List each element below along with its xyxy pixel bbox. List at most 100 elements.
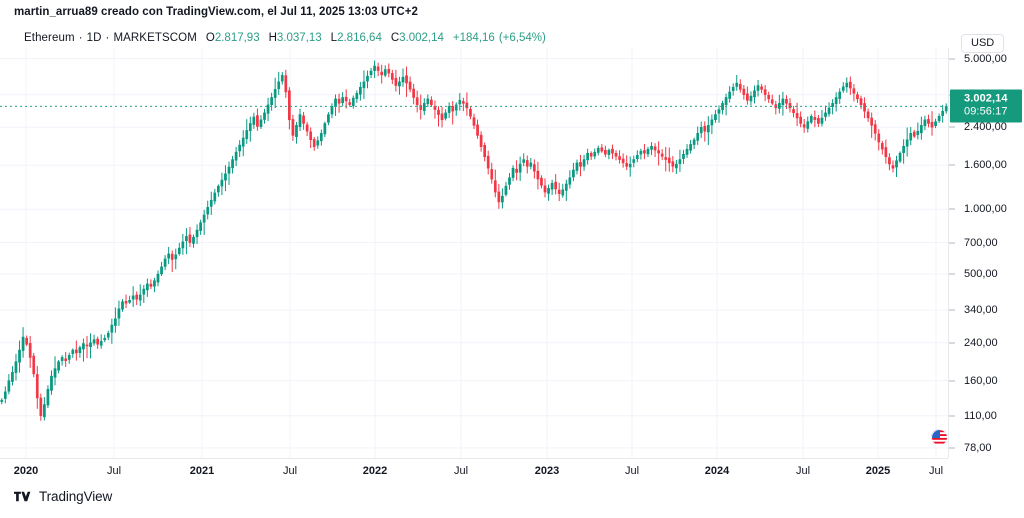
price-tick-dash — [949, 415, 955, 417]
candle-body — [763, 89, 767, 95]
candle-body — [32, 355, 36, 375]
candle-body — [426, 98, 430, 105]
candle-body — [536, 170, 540, 180]
candle-body — [493, 180, 497, 193]
candlestick-plot[interactable] — [0, 48, 948, 458]
legend-interval[interactable]: 1D — [86, 32, 102, 44]
candle-body — [256, 115, 259, 127]
candle-body — [263, 112, 266, 120]
price-tick-label: 160,00 — [964, 374, 998, 387]
candle-body — [135, 294, 139, 300]
change-absolute: +184,16 — [452, 32, 495, 44]
candle-body — [852, 88, 856, 94]
candle-body — [433, 106, 437, 110]
candle-body — [831, 103, 834, 107]
footer: TradingView — [14, 489, 112, 504]
candle-body — [103, 337, 107, 341]
candle-body — [579, 162, 582, 167]
candle-body — [142, 288, 146, 295]
legend-exchange[interactable]: MARKETSCOM — [113, 32, 197, 44]
candle-body — [390, 73, 394, 80]
candle-body — [110, 324, 114, 333]
candle-body — [525, 160, 529, 167]
time-axis[interactable]: 2020 Jul 2021 Jul 2022 Jul 2023 Jul 2024 Jul 2025 J… — [0, 458, 948, 485]
candle-body — [199, 222, 202, 231]
candle-body — [561, 189, 565, 196]
candle-body — [650, 145, 653, 150]
candle-body — [376, 66, 380, 71]
candle-body — [181, 241, 185, 249]
candle-body — [827, 107, 831, 115]
candle-body — [394, 77, 398, 86]
us-flag-icon-svg — [931, 429, 948, 446]
candle-body — [209, 200, 213, 207]
candle-body — [245, 130, 249, 140]
candle-series — [0, 60, 948, 421]
candle-body — [880, 143, 884, 150]
current-price-badge[interactable]: 3.002,14 09:56:17 — [950, 89, 1022, 123]
candle-body — [813, 116, 817, 121]
candle-body — [50, 375, 53, 391]
candle-body — [589, 153, 593, 157]
candle-body — [74, 349, 78, 354]
candle-body — [735, 82, 739, 87]
candle-body — [305, 124, 309, 132]
tradingview-brand-label: TradingView — [39, 489, 113, 504]
candle-body — [202, 214, 206, 223]
candle-body — [241, 137, 245, 147]
candle-body — [944, 106, 948, 112]
candle-body — [227, 166, 231, 174]
candle-body — [643, 150, 646, 154]
price-axis[interactable]: USD 5.000,003.400,002.400,001.600,001.00… — [948, 34, 1024, 458]
candle-body — [611, 148, 614, 154]
candle-body — [401, 76, 405, 83]
candle-body — [11, 372, 14, 382]
candle-body — [749, 95, 753, 102]
candle-body — [337, 98, 341, 104]
candle-body — [128, 299, 131, 303]
candle-body — [767, 95, 771, 100]
candle-body — [437, 109, 440, 115]
candle-body — [845, 82, 849, 88]
candle-body — [664, 157, 668, 160]
candle-body — [270, 97, 273, 106]
candle-body — [614, 152, 618, 157]
candle-body — [21, 336, 25, 351]
attribution-text: martin_arrua89 creado con TradingView.co… — [14, 6, 418, 18]
candle-body — [863, 103, 866, 112]
candle-body — [511, 167, 515, 178]
candle-body — [298, 114, 302, 127]
time-tick-label: Jul — [453, 465, 469, 477]
candle-body — [39, 397, 43, 416]
legend-symbol[interactable]: Ethereum — [24, 32, 75, 44]
candle-body — [738, 83, 742, 90]
candle-body — [717, 109, 721, 114]
candle-body — [149, 283, 153, 287]
candle-body — [888, 157, 891, 165]
candle-body — [252, 116, 256, 125]
candle-body — [369, 70, 373, 75]
candle-body — [639, 150, 643, 155]
candle-body — [177, 247, 181, 254]
candle-body — [430, 99, 433, 106]
time-tick-label: Jul — [282, 465, 298, 477]
currency-label[interactable]: USD — [961, 34, 1005, 53]
candle-body — [288, 90, 291, 121]
candle-body — [415, 97, 419, 106]
candlestick-svg — [0, 48, 948, 458]
candle-body — [35, 374, 39, 399]
candle-body — [795, 113, 799, 119]
price-tick-label: 1.600,00 — [964, 159, 1007, 172]
candle-body — [327, 114, 330, 123]
candle-body — [312, 139, 316, 147]
candle-body — [635, 154, 639, 160]
candle-body — [188, 234, 192, 243]
candle-body — [607, 149, 611, 155]
candle-body — [671, 161, 675, 167]
candle-body — [923, 119, 927, 127]
candle-body — [277, 81, 281, 90]
candle-body — [341, 97, 344, 104]
ohlc-close: C3.002,14 — [391, 32, 444, 44]
candle-body — [898, 152, 902, 162]
